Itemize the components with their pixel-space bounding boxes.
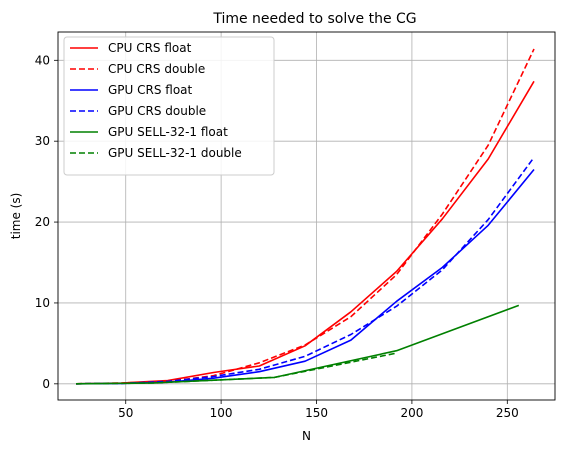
y-tick-label: 0 xyxy=(42,377,50,391)
x-tick-label: 150 xyxy=(305,406,328,420)
x-tick-label: 200 xyxy=(400,406,423,420)
legend-box xyxy=(63,36,275,176)
legend-label: GPU CRS float xyxy=(108,83,193,97)
x-tick-label: 50 xyxy=(118,406,133,420)
series-line-5 xyxy=(76,352,397,385)
x-tick-label: 100 xyxy=(210,406,233,420)
series-lines xyxy=(76,48,535,385)
x-axis-label: N xyxy=(302,429,311,443)
y-tick-label: 30 xyxy=(35,134,50,148)
legend-label: CPU CRS float xyxy=(108,41,192,55)
legend-label: GPU CRS double xyxy=(108,104,206,118)
y-tick-label: 20 xyxy=(35,215,50,229)
series-line-2 xyxy=(76,168,535,385)
x-tick-label: 250 xyxy=(496,406,519,420)
series-line-3 xyxy=(76,156,535,385)
series-line-4 xyxy=(76,304,520,385)
y-tick-label: 40 xyxy=(35,53,50,67)
y-axis-label: time (s) xyxy=(9,193,23,240)
legend-label: CPU CRS double xyxy=(108,62,205,76)
y-tick-label: 10 xyxy=(35,296,50,310)
axis-ticks: 50 100 150 200 250 0 10 20 30 40 xyxy=(35,53,519,420)
legend-label: GPU SELL-32-1 float xyxy=(108,125,228,139)
chart-title: Time needed to solve the CG xyxy=(212,11,416,27)
legend-label: GPU SELL-32-1 double xyxy=(108,146,242,160)
legend: CPU CRS float CPU CRS double GPU CRS float… xyxy=(63,36,275,176)
axes-frame xyxy=(57,31,556,401)
